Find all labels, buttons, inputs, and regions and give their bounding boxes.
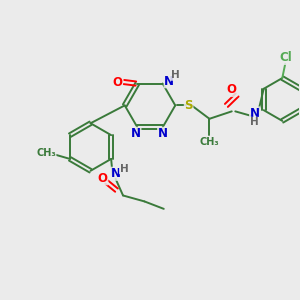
Text: N: N — [164, 75, 174, 88]
Text: O: O — [98, 172, 108, 185]
Text: Cl: Cl — [280, 51, 292, 64]
Text: S: S — [184, 99, 193, 112]
Text: N: N — [131, 127, 141, 140]
Text: H: H — [120, 164, 128, 174]
Text: N: N — [111, 167, 121, 180]
Text: H: H — [250, 117, 259, 128]
Text: N: N — [250, 107, 260, 120]
Text: N: N — [158, 127, 168, 140]
Text: CH₃: CH₃ — [36, 148, 56, 158]
Text: CH₃: CH₃ — [200, 137, 219, 147]
Text: O: O — [112, 76, 122, 88]
Text: O: O — [227, 83, 237, 97]
Text: H: H — [171, 70, 179, 80]
